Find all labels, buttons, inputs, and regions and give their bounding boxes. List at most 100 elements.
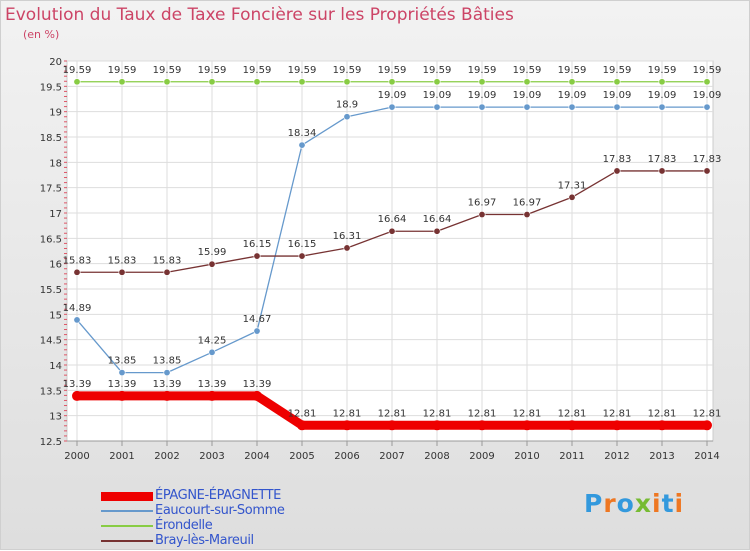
data-label: 19.09: [693, 90, 722, 101]
data-point: [207, 390, 217, 401]
legend-swatch: [101, 525, 153, 527]
chart-title: Evolution du Taux de Taxe Foncière sur l…: [5, 5, 514, 25]
data-point: [477, 420, 487, 431]
legend-swatch: [101, 510, 153, 512]
data-point: [163, 268, 171, 276]
data-label: 13.39: [198, 379, 227, 390]
data-label: 13.85: [153, 356, 182, 367]
data-point: [342, 420, 352, 431]
data-point: [658, 167, 666, 175]
data-point: [163, 369, 171, 377]
data-label: 19.59: [603, 65, 632, 76]
data-label: 16.97: [468, 198, 497, 209]
series: [72, 390, 712, 431]
data-point: [118, 268, 126, 276]
y-tick-label: 15.5: [40, 285, 62, 296]
x-tick-label: 2004: [244, 451, 269, 462]
x-tick-label: 2003: [199, 451, 224, 462]
data-point: [657, 420, 667, 431]
y-tick-label: 12.5: [40, 437, 62, 448]
data-point: [72, 390, 82, 401]
data-label: 13.39: [243, 379, 272, 390]
data-label: 19.59: [63, 65, 92, 76]
data-point: [253, 327, 261, 335]
legend-label: Eaucourt-sur-Somme: [155, 503, 285, 518]
data-label: 17.31: [558, 180, 587, 191]
data-point: [117, 390, 127, 401]
data-label: 12.81: [648, 408, 677, 419]
data-label: 19.59: [693, 65, 722, 76]
x-tick-label: 2000: [64, 451, 89, 462]
data-point: [568, 193, 576, 201]
data-point: [613, 78, 621, 86]
data-point: [253, 252, 261, 260]
x-tick-label: 2013: [649, 451, 674, 462]
data-label: 19.59: [558, 65, 587, 76]
data-label: 12.81: [558, 408, 587, 419]
data-point: [162, 390, 172, 401]
data-point: [387, 420, 397, 431]
data-label: 19.59: [108, 65, 137, 76]
x-tick-label: 2007: [379, 451, 404, 462]
data-label: 12.81: [603, 408, 632, 419]
data-point: [702, 420, 712, 431]
data-point: [658, 103, 666, 111]
data-point: [343, 113, 351, 121]
data-point: [613, 103, 621, 111]
data-point: [613, 167, 621, 175]
x-tick-label: 2010: [514, 451, 539, 462]
data-point: [658, 78, 666, 86]
data-label: 19.59: [198, 65, 227, 76]
data-label: 19.09: [378, 90, 407, 101]
data-point: [433, 227, 441, 235]
y-tick-label: 20: [49, 57, 62, 68]
data-point: [298, 78, 306, 86]
data-point: [343, 244, 351, 252]
y-tick-label: 17.5: [40, 184, 62, 195]
y-tick-label: 14: [49, 361, 62, 372]
legend-swatch: [101, 492, 153, 501]
data-label: 19.09: [648, 90, 677, 101]
data-label: 12.81: [333, 408, 362, 419]
data-point: [523, 211, 531, 219]
data-point: [163, 78, 171, 86]
data-label: 12.81: [288, 408, 317, 419]
data-point: [208, 348, 216, 356]
data-point: [523, 103, 531, 111]
data-point: [433, 78, 441, 86]
data-point: [118, 369, 126, 377]
logo-letter: i: [652, 489, 662, 518]
data-point: [703, 78, 711, 86]
data-point: [73, 268, 81, 276]
data-label: 14.67: [243, 314, 272, 325]
data-point: [297, 420, 307, 431]
data-label: 19.59: [423, 65, 452, 76]
data-point: [568, 103, 576, 111]
data-label: 18.34: [288, 128, 317, 139]
data-label: 19.59: [468, 65, 497, 76]
data-label: 16.64: [423, 214, 452, 225]
y-tick-label: 18: [49, 158, 62, 169]
data-label: 15.83: [63, 255, 92, 266]
data-label: 17.83: [693, 154, 722, 165]
data-point: [298, 252, 306, 260]
series: [73, 167, 711, 276]
data-point: [433, 103, 441, 111]
logo-letter: r: [603, 489, 617, 518]
data-label: 19.59: [378, 65, 407, 76]
data-point: [703, 167, 711, 175]
data-point: [568, 78, 576, 86]
data-label: 19.59: [153, 65, 182, 76]
data-label: 13.39: [108, 379, 137, 390]
y-tick-label: 13.5: [40, 386, 62, 397]
data-label: 12.81: [423, 408, 452, 419]
data-label: 19.09: [468, 90, 497, 101]
data-point: [73, 316, 81, 324]
data-point: [432, 420, 442, 431]
legend-swatch: [101, 540, 153, 542]
grid: [64, 60, 713, 442]
data-label: 16.97: [513, 198, 542, 209]
data-point: [522, 420, 532, 431]
y-tick-label: 14.5: [40, 336, 62, 347]
data-label: 19.09: [603, 90, 632, 101]
